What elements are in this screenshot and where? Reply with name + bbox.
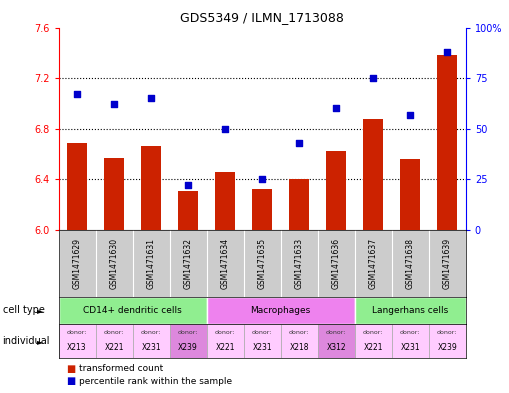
Text: transformed count: transformed count — [79, 364, 163, 373]
Text: ■: ■ — [66, 376, 75, 386]
Bar — [289, 179, 309, 230]
Point — [406, 111, 414, 118]
Text: percentile rank within the sample: percentile rank within the sample — [79, 377, 232, 386]
Text: X221: X221 — [363, 343, 383, 352]
Text: donor:: donor: — [252, 330, 272, 335]
Point — [221, 125, 229, 132]
Text: Macrophages: Macrophages — [250, 306, 311, 315]
Point — [258, 176, 266, 182]
Point — [332, 105, 340, 112]
Text: X231: X231 — [252, 343, 272, 352]
Text: GSM1471634: GSM1471634 — [220, 238, 230, 289]
Text: cell type: cell type — [3, 305, 44, 316]
Text: donor:: donor: — [141, 330, 161, 335]
Text: donor:: donor: — [67, 330, 87, 335]
Bar — [280, 324, 318, 358]
Text: donor:: donor: — [104, 330, 124, 335]
Text: donor:: donor: — [215, 330, 235, 335]
Point — [110, 101, 118, 108]
Bar — [244, 324, 280, 358]
Bar — [355, 297, 466, 324]
Bar — [437, 55, 458, 230]
Text: GSM1471639: GSM1471639 — [443, 238, 451, 289]
Text: GSM1471630: GSM1471630 — [109, 238, 119, 289]
Bar — [178, 191, 199, 230]
Point — [443, 49, 451, 55]
Text: GSM1471633: GSM1471633 — [295, 238, 304, 289]
Text: GSM1471638: GSM1471638 — [406, 238, 415, 289]
Bar — [355, 324, 392, 358]
Bar — [215, 172, 235, 230]
Bar — [96, 324, 132, 358]
Text: Langerhans cells: Langerhans cells — [372, 306, 448, 315]
Bar — [59, 324, 96, 358]
Text: X218: X218 — [290, 343, 309, 352]
Point — [73, 91, 81, 97]
Bar — [104, 158, 124, 230]
Point — [295, 140, 303, 146]
Title: GDS5349 / ILMN_1713088: GDS5349 / ILMN_1713088 — [180, 11, 344, 24]
Text: X231: X231 — [142, 343, 161, 352]
Point — [147, 95, 155, 101]
Text: GSM1471635: GSM1471635 — [258, 238, 267, 289]
Text: X221: X221 — [104, 343, 124, 352]
Text: X221: X221 — [215, 343, 235, 352]
Point — [369, 75, 377, 81]
Bar — [67, 143, 87, 230]
Bar — [400, 159, 420, 230]
Bar — [59, 297, 207, 324]
Bar — [207, 297, 355, 324]
Text: ►: ► — [37, 306, 43, 315]
Text: donor:: donor: — [326, 330, 346, 335]
Text: X231: X231 — [401, 343, 420, 352]
Text: GSM1471629: GSM1471629 — [73, 238, 81, 289]
Text: GSM1471631: GSM1471631 — [147, 238, 156, 289]
Text: donor:: donor: — [289, 330, 309, 335]
Bar — [132, 324, 169, 358]
Bar — [207, 324, 244, 358]
Bar — [169, 324, 207, 358]
Text: ■: ■ — [66, 364, 75, 374]
Bar — [318, 324, 355, 358]
Text: GSM1471637: GSM1471637 — [369, 238, 378, 289]
Text: X239: X239 — [178, 343, 198, 352]
Text: donor:: donor: — [178, 330, 199, 335]
Text: donor:: donor: — [363, 330, 383, 335]
Bar — [429, 324, 466, 358]
Bar — [141, 147, 161, 230]
Bar — [363, 119, 383, 230]
Bar — [392, 324, 429, 358]
Bar — [326, 151, 346, 230]
Text: GSM1471636: GSM1471636 — [332, 238, 341, 289]
Text: CD14+ dendritic cells: CD14+ dendritic cells — [83, 306, 182, 315]
Bar — [252, 189, 272, 230]
Text: donor:: donor: — [437, 330, 458, 335]
Text: X312: X312 — [326, 343, 346, 352]
Point — [184, 182, 192, 189]
Text: ►: ► — [37, 337, 43, 345]
Text: GSM1471632: GSM1471632 — [184, 238, 192, 289]
Text: X213: X213 — [67, 343, 87, 352]
Text: X239: X239 — [437, 343, 457, 352]
Text: individual: individual — [3, 336, 50, 346]
Text: donor:: donor: — [400, 330, 420, 335]
